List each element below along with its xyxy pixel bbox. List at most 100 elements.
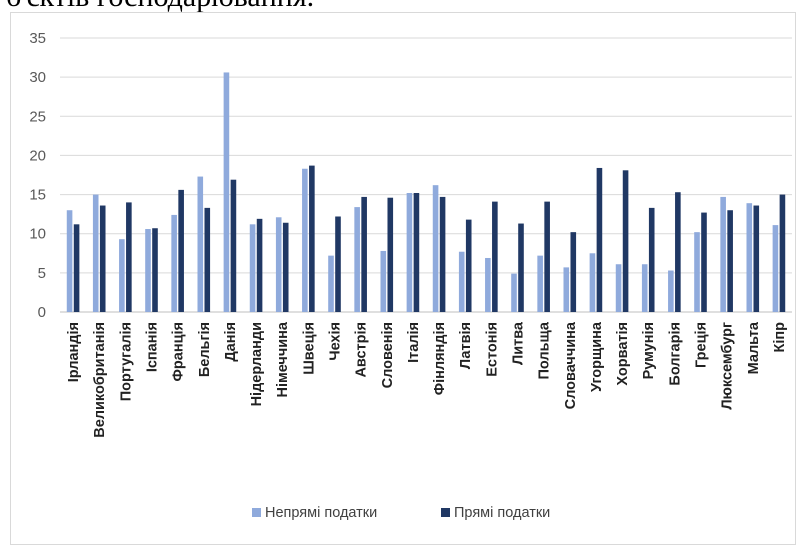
- bar-direct: [387, 197, 394, 312]
- category-labels: Ірландія Великобританія Португалія Іспанія Ф…: [66, 321, 788, 438]
- bar-direct: [622, 170, 629, 312]
- bar-direct: [492, 201, 498, 312]
- gridlines: [60, 37, 792, 313]
- legend: Непрямі податки Прямі податки: [252, 505, 550, 521]
- header-text: б'єктів господарювання.: [6, 0, 314, 14]
- bar-indirect: [302, 168, 308, 312]
- category-label: Ірландія: [66, 322, 82, 382]
- bar-direct: [361, 196, 367, 312]
- bar-direct: [413, 193, 420, 312]
- category-label: Нідерланди: [249, 322, 265, 406]
- bar-direct: [648, 207, 655, 312]
- bar-indirect: [694, 232, 700, 312]
- bar-indirect: [485, 257, 491, 312]
- bar-indirect: [772, 225, 779, 312]
- bar-indirect: [720, 196, 726, 312]
- bar-direct: [439, 196, 446, 312]
- bar-indirect: [275, 217, 282, 312]
- legend-swatch: [252, 508, 261, 517]
- bar-indirect: [563, 267, 570, 312]
- bar-direct: [152, 228, 158, 312]
- bar-direct: [282, 222, 289, 312]
- category-label: Мальта: [746, 321, 762, 374]
- category-label: Греція: [694, 322, 710, 368]
- y-tick-label: 5: [38, 265, 46, 282]
- category-label: Люксембург: [720, 322, 736, 410]
- category-label: Польща: [537, 321, 553, 379]
- y-tick-label: 0: [38, 304, 46, 321]
- category-label: Великобританія: [92, 322, 108, 438]
- bar-direct: [99, 205, 106, 312]
- bar-direct: [675, 192, 681, 312]
- bar-indirect: [615, 264, 622, 312]
- y-tick-label: 35: [29, 30, 46, 47]
- y-tick-label: 10: [29, 226, 46, 243]
- category-label: Литва: [511, 321, 527, 365]
- bar-direct: [544, 201, 550, 312]
- bar-direct: [73, 224, 80, 312]
- bar-indirect: [354, 207, 360, 312]
- category-label: Болгарія: [667, 322, 683, 386]
- bar-direct: [309, 165, 315, 312]
- category-label: Франція: [171, 322, 187, 381]
- category-label: Бельгія: [197, 322, 213, 377]
- bar-direct: [204, 207, 211, 312]
- y-tick-label: 30: [29, 69, 46, 86]
- bar-indirect: [458, 251, 465, 312]
- bar-indirect: [432, 185, 439, 312]
- category-label: Португалія: [118, 322, 134, 401]
- bar-direct: [596, 167, 603, 312]
- legend-swatch: [441, 508, 450, 517]
- bar-indirect: [197, 176, 204, 312]
- category-label: Словенія: [380, 322, 396, 388]
- category-label: Данія: [223, 322, 239, 362]
- legend-label: Непрямі податки: [265, 505, 377, 521]
- category-label: Кіпр: [772, 322, 788, 353]
- category-label: Фінляндія: [432, 322, 448, 395]
- category-label: Австрія: [354, 322, 370, 378]
- bar-direct: [335, 216, 341, 312]
- bar-indirect: [641, 264, 648, 312]
- category-label: Іспанія: [145, 322, 161, 372]
- bar-direct: [126, 202, 132, 312]
- bar-indirect: [746, 203, 753, 312]
- legend-label: Прямі податки: [454, 505, 550, 521]
- bar-indirect: [537, 255, 543, 312]
- bar-indirect: [145, 229, 151, 312]
- category-label: Угорщина: [589, 321, 605, 392]
- bar-direct: [465, 219, 472, 312]
- bar-indirect: [119, 239, 125, 312]
- bar-indirect: [511, 273, 517, 312]
- bar-indirect: [589, 253, 596, 312]
- bar-direct: [230, 179, 237, 312]
- bar-direct: [779, 194, 786, 312]
- category-label: Італія: [406, 322, 422, 363]
- category-label: Чехія: [328, 322, 344, 361]
- bar-direct: [570, 232, 577, 312]
- bar-indirect: [223, 72, 230, 313]
- bar-direct: [727, 210, 733, 312]
- y-tick-label: 15: [29, 187, 46, 204]
- bar-indirect: [380, 250, 387, 312]
- bar-direct: [178, 189, 184, 312]
- category-label: Німеччина: [275, 321, 291, 397]
- y-axis-labels: 0 5 10 15 20 25 30 35: [29, 30, 46, 321]
- y-tick-label: 20: [29, 147, 46, 164]
- chart-frame: [10, 12, 796, 545]
- category-label: Естонія: [484, 322, 500, 377]
- category-label: Латвія: [458, 322, 474, 369]
- bar-indirect: [92, 194, 99, 312]
- y-tick-label: 25: [29, 108, 46, 125]
- bar-indirect: [668, 270, 674, 312]
- bar-indirect: [66, 210, 73, 312]
- bar-indirect: [171, 214, 177, 312]
- category-label: Словаччина: [563, 321, 579, 409]
- bar-direct: [701, 212, 707, 312]
- bar-indirect: [406, 193, 413, 312]
- category-label: Хорватія: [615, 322, 631, 386]
- bars: [66, 72, 786, 313]
- bar-indirect: [328, 255, 334, 312]
- bar-direct: [753, 205, 760, 312]
- bar-indirect: [249, 224, 256, 312]
